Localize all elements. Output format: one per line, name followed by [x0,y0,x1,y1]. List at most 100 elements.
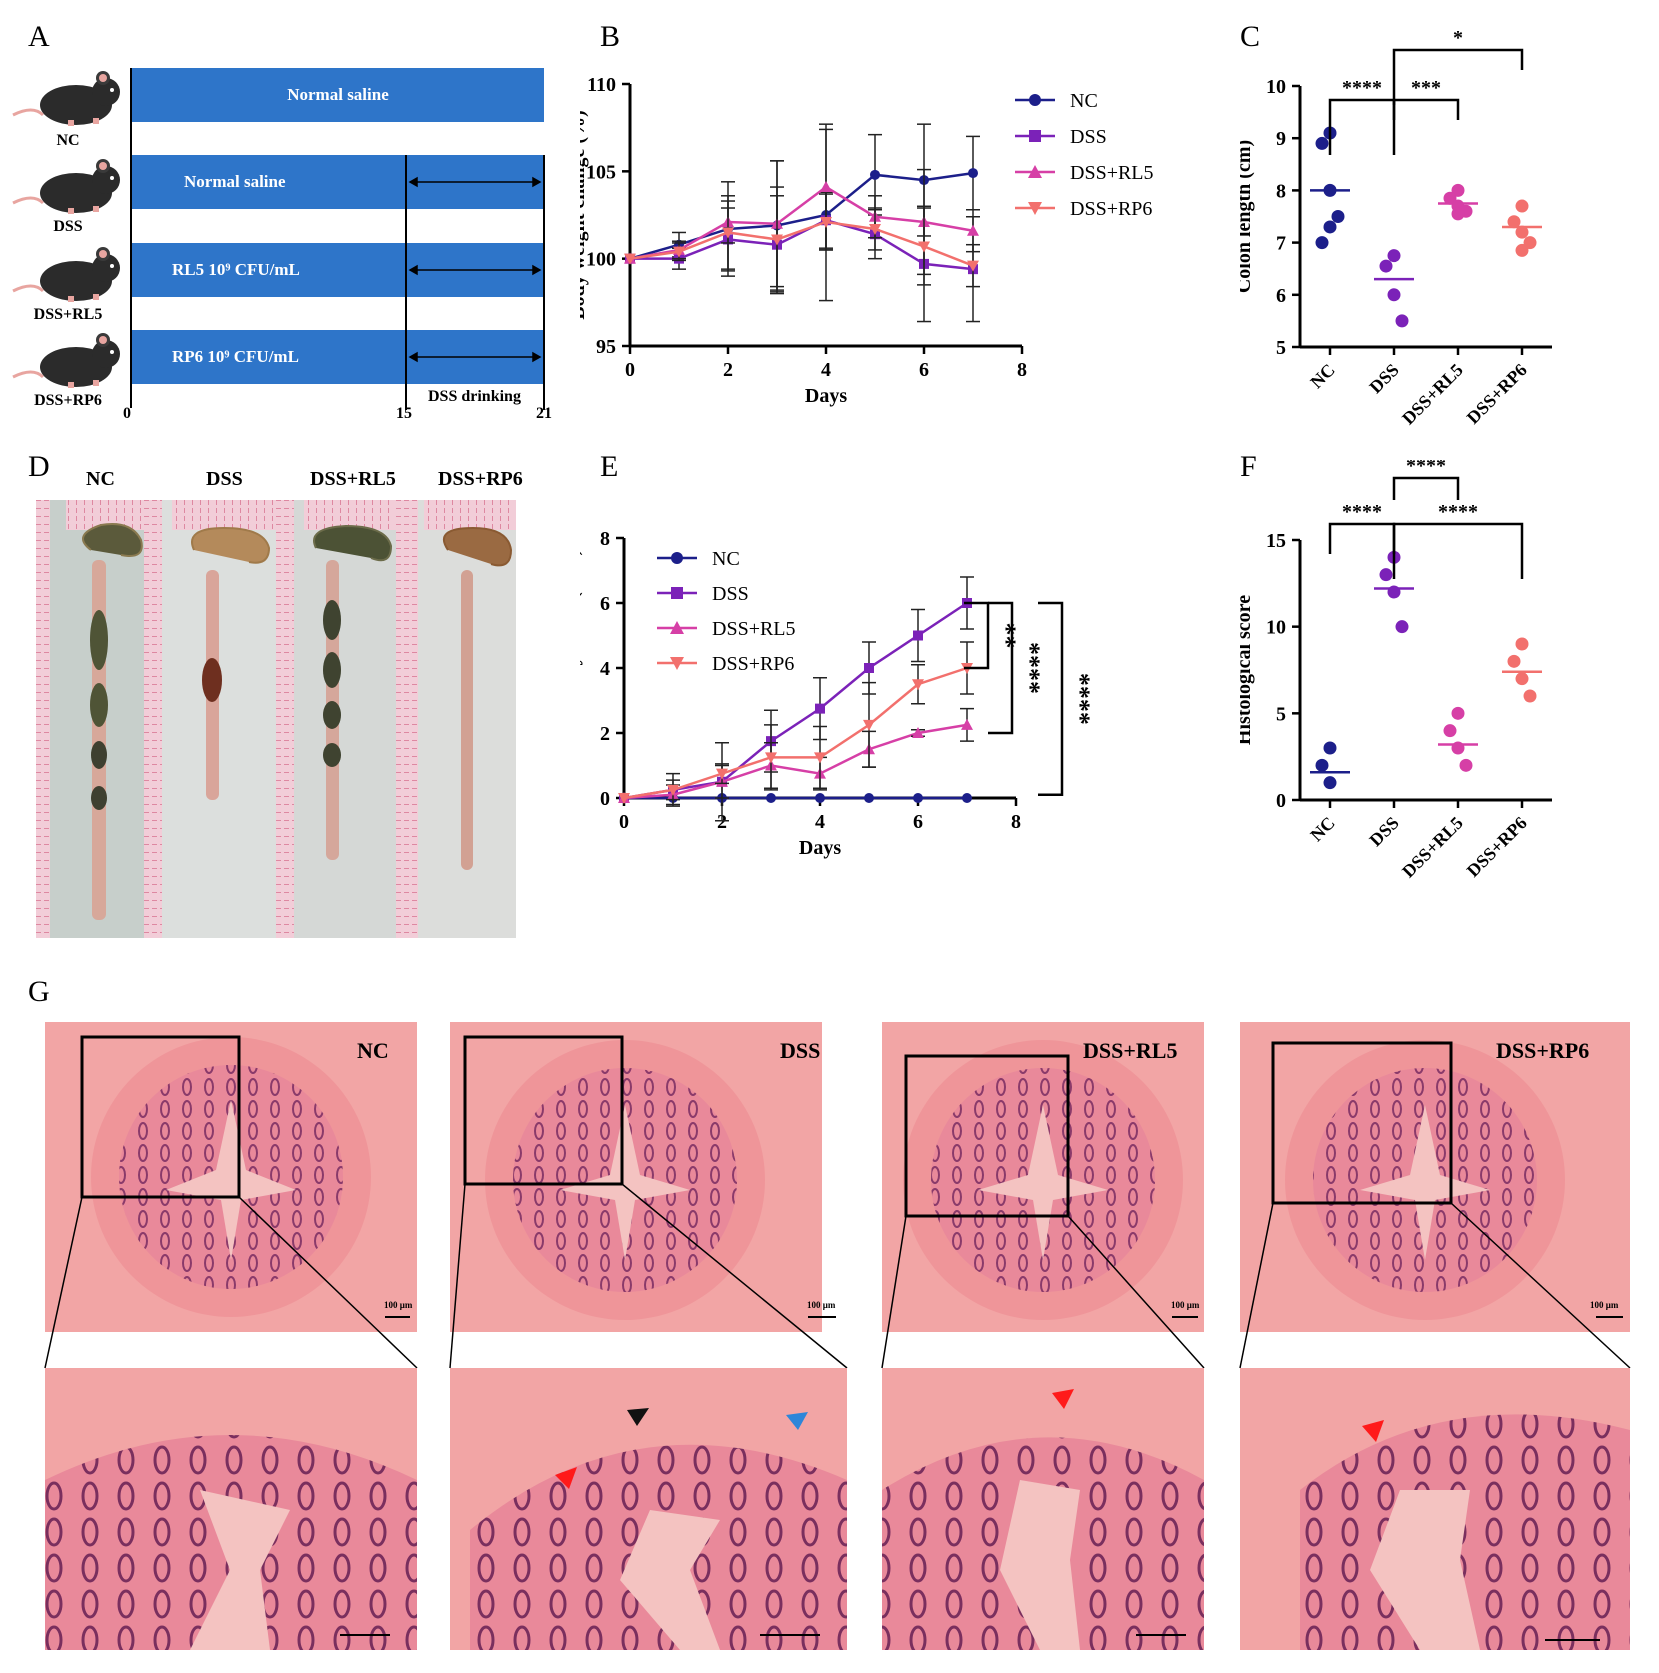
panel-label-c: C [1240,20,1261,53]
data-point [967,224,979,236]
x-tick-label: DSS [1365,813,1402,850]
y-tick-label: 10 [1266,76,1286,98]
histology-bottom-dss [450,1368,847,1650]
data-point [1451,741,1465,755]
legend-label: NC [1070,90,1098,112]
data-point [1315,136,1329,150]
panel-label-g: G [28,975,50,1008]
legend-marker [1029,94,1041,106]
red-arrow-icon [1052,1389,1074,1409]
legend-label: DSS+RL5 [712,618,796,640]
y-tick-label: 5 [1276,703,1286,725]
panel-label-e: E [600,450,619,483]
data-point [968,168,978,179]
data-point [814,752,826,764]
legend-label: DSS+RP6 [1070,198,1152,220]
data-point [1459,758,1473,772]
y-tick-label: 4 [600,658,610,680]
x-tick-label: 6 [919,359,929,381]
timeline-axis [130,68,132,408]
chart-e: 0 2 4 6 8 0 2 4 6 8 Days Disease activity index (DA… [580,528,1095,859]
black-arrow-icon [627,1408,649,1426]
data-point [864,663,874,673]
group-label-dss-rl5: DSS+RL5 [33,306,103,323]
legend-marker [1028,202,1042,215]
data-point [913,630,923,641]
data-point [820,181,832,193]
mouse-icon [12,333,120,388]
colon-label-dss-rp6: DSS+RP6 [438,468,523,490]
colon-label-dss-rl5: DSS+RL5 [310,468,396,490]
data-point [870,169,880,180]
x-tick-label: DSS+RP6 [1463,360,1531,428]
data-point [1395,620,1409,634]
series-line [630,218,974,271]
data-point [815,793,825,803]
photo-dss [144,500,276,938]
data-point [618,793,630,804]
data-point [1443,724,1457,738]
significance-label: * [1453,27,1463,49]
x-tick-label: DSS+RL5 [1398,813,1467,882]
histology-top-nc [45,1022,417,1332]
data-point [1443,191,1457,205]
data-point [766,793,776,803]
data-point [1395,314,1409,328]
data-point [912,679,924,691]
series-line [623,601,968,800]
timeline-tick-0: 0 [123,405,131,422]
histology-bottom-nc [45,1368,417,1650]
y-tick-label: 7 [1276,233,1286,255]
chart-c: 5 6 7 8 9 10 Colon length (cm) NC DSSDSS+RL5DSS+… [1240,27,1552,428]
significance-bracket [1392,522,1524,579]
data-point [863,719,875,731]
x-tick-label: NC [1306,813,1339,846]
data-point [1323,220,1337,234]
significance-label: **** [1342,77,1382,99]
mouse-icon [12,71,120,126]
dss-drinking-label: DSS drinking [428,388,521,405]
significance-bracket [1392,98,1460,155]
histology-top-dss [450,1022,836,1332]
significance-bracket [988,601,1014,735]
data-point [913,793,923,803]
data-point [1515,243,1529,257]
legend-marker [671,587,683,599]
data-point [1507,215,1521,229]
scale-label: 100 μm [1171,1300,1200,1310]
x-tick-label: 8 [1017,359,1027,381]
significance-label: **** [1406,460,1446,477]
x-tick-label: 4 [815,811,825,833]
data-point [667,784,679,796]
legend-label: DSS+RP6 [712,653,794,675]
panel-a: NC DSS DSS+RL5 DSS+RP6 Normal saline Nor… [0,0,560,430]
data-point [1315,236,1329,250]
y-tick-label: 0 [1276,790,1286,812]
data-point [1387,249,1401,263]
legend-label: DSS [1070,126,1107,148]
data-point [716,768,728,780]
data-point [1331,210,1345,223]
photo-dss-rp6 [396,500,516,938]
photo-nc [36,500,144,938]
panel-g: NC DSS DSS+RL5 DSS+RP6 100 μm 100 μm 100… [0,1010,1659,1673]
data-point [864,793,874,803]
series-line [629,185,974,260]
data-point [624,253,636,265]
x-tick-label: 6 [913,811,923,833]
data-point [1523,689,1537,703]
legend-label: DSS+RL5 [1070,162,1154,184]
data-point [1451,207,1465,221]
histo-label-nc: NC [357,1038,389,1063]
histology-images [44,1022,1631,1650]
histology-bottom-dss-rp6 [1240,1368,1630,1650]
data-point [912,727,924,738]
significance-label: **** [1438,501,1478,523]
series-line [629,220,974,267]
x-tick-label: 0 [625,359,635,381]
photo-dss-rl5 [276,500,396,938]
significance-label: **** [1066,673,1095,725]
data-point [1379,568,1393,582]
data-point [1523,236,1537,250]
legend-marker [1029,130,1041,142]
